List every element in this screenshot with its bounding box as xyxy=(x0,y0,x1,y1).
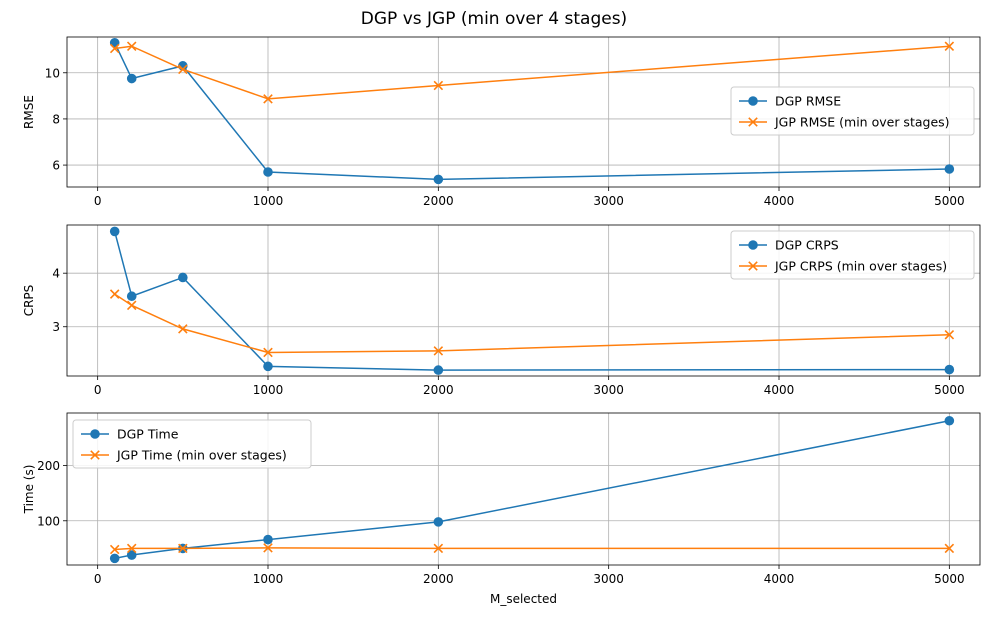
data-point xyxy=(433,174,444,185)
data-point xyxy=(263,167,273,177)
data-point xyxy=(944,330,955,340)
data-point xyxy=(109,544,120,555)
data-point xyxy=(178,543,188,554)
subplot-2: 0 1000 2000 3000 4000 5000 3 4 CRPS DGP CRPS JGP C… xyxy=(22,224,981,397)
y-tick-label: 4 xyxy=(52,267,60,281)
series-line xyxy=(114,42,950,181)
data-point xyxy=(126,41,137,51)
data-point xyxy=(178,324,188,334)
axes-frame xyxy=(66,412,981,566)
legend-label: DGP RMSE xyxy=(775,94,841,109)
data-point xyxy=(109,226,120,237)
x-tick-label: 2000 xyxy=(423,383,454,397)
legend-label: JGP RMSE (min over stages) xyxy=(774,115,950,130)
y-tick-label: 3 xyxy=(52,320,60,334)
data-point xyxy=(263,543,273,553)
x-tick-label: 5000 xyxy=(934,383,965,397)
legend-label: DGP Time xyxy=(117,427,179,442)
x-tick-label: 3000 xyxy=(593,383,624,397)
x-tick-label: 2000 xyxy=(423,194,454,208)
data-point xyxy=(109,289,120,299)
data-point xyxy=(944,364,955,375)
axes-frame xyxy=(66,36,981,188)
data-point xyxy=(178,272,188,283)
data-point xyxy=(944,41,955,51)
data-point xyxy=(263,347,273,358)
series-line xyxy=(114,293,950,354)
data-point xyxy=(263,534,273,545)
x-tick-label: 3000 xyxy=(593,194,624,208)
x-tick-label: 3000 xyxy=(593,572,624,586)
y-tick-label: 8 xyxy=(52,112,60,126)
data-point xyxy=(433,346,444,356)
x-tick-label: 4000 xyxy=(764,383,795,397)
y-tick-label: 200 xyxy=(37,459,60,473)
series-jgp xyxy=(109,543,955,555)
legend-box xyxy=(72,419,312,469)
series-dgp xyxy=(109,226,955,375)
x-tick-label: 2000 xyxy=(423,572,454,586)
data-point xyxy=(433,365,444,375)
x-tick-label: 5000 xyxy=(934,194,965,208)
x-tick-label: 4000 xyxy=(764,194,795,208)
data-point xyxy=(126,73,137,84)
legend-label: DGP CRPS xyxy=(775,238,839,253)
legend-marker xyxy=(748,117,758,127)
x-axis-label: M_selected xyxy=(490,592,557,606)
data-point xyxy=(109,37,120,48)
data-point xyxy=(944,164,955,174)
data-point xyxy=(433,80,444,91)
axes-frame xyxy=(66,224,981,377)
data-point xyxy=(109,43,120,54)
legend-marker xyxy=(748,261,758,271)
figure-title: DGP vs JGP (min over 4 stages) xyxy=(361,9,627,29)
x-tick-label: 4000 xyxy=(764,572,795,586)
data-point xyxy=(178,64,188,75)
legend-marker xyxy=(90,429,100,439)
legend-marker xyxy=(748,240,758,250)
data-point xyxy=(944,415,955,426)
x-tick-label: 5000 xyxy=(934,572,965,586)
x-tick-label: 0 xyxy=(94,194,102,208)
data-point xyxy=(126,300,137,311)
data-point xyxy=(126,291,137,302)
data-point xyxy=(126,550,137,560)
data-point xyxy=(433,517,444,527)
legend: DGP CRPS JGP CRPS (min over stages) xyxy=(730,230,975,280)
series-line xyxy=(113,231,950,371)
data-point xyxy=(944,543,955,554)
x-tick-label: 1000 xyxy=(253,383,284,397)
data-point xyxy=(433,543,444,554)
y-axis-label: RMSE xyxy=(22,95,36,129)
y-tick-label: 10 xyxy=(45,66,60,80)
series-line xyxy=(114,547,950,551)
y-axis-label: Time (s) xyxy=(22,465,36,515)
legend: DGP RMSE JGP RMSE (min over stages) xyxy=(730,86,975,136)
legend-label: JGP CRPS (min over stages) xyxy=(774,259,947,274)
x-tick-label: 1000 xyxy=(253,194,284,208)
x-tick-label: 1000 xyxy=(253,572,284,586)
subplot-1: 0 1000 2000 3000 4000 5000 6 8 10 RMSE DGP RMSE JGP… xyxy=(22,36,981,208)
series-jgp xyxy=(109,41,955,104)
series-jgp xyxy=(109,289,955,358)
y-tick-label: 6 xyxy=(52,159,60,173)
y-tick-label: 100 xyxy=(37,514,60,528)
series-line xyxy=(114,45,950,100)
legend-label: JGP Time (min over stages) xyxy=(116,448,287,463)
legend: DGP Time JGP Time (min over stages) xyxy=(72,419,312,469)
legend-box xyxy=(730,230,975,280)
data-point xyxy=(263,361,273,372)
legend-marker xyxy=(748,96,758,106)
x-tick-label: 0 xyxy=(94,572,102,586)
data-point xyxy=(263,94,273,104)
data-point xyxy=(126,543,137,554)
y-axis-label: CRPS xyxy=(22,285,36,317)
legend-box xyxy=(730,86,975,136)
x-tick-label: 0 xyxy=(94,383,102,397)
data-point xyxy=(109,553,120,564)
legend-marker xyxy=(90,450,100,460)
